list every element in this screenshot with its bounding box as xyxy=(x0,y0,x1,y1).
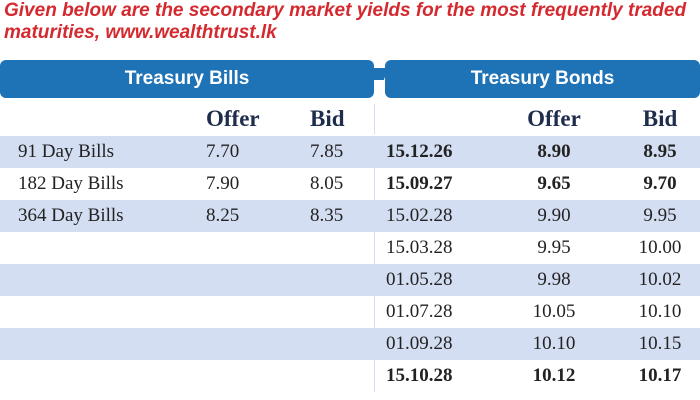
bond-offer: 8.90 xyxy=(537,141,571,162)
bond-bid: 10.10 xyxy=(638,301,682,322)
bond-maturity: 15.03.28 xyxy=(386,237,453,258)
bond-maturity: 01.07.28 xyxy=(386,301,453,322)
bond-maturity: 15.02.28 xyxy=(386,205,453,226)
bond-offer: 9.95 xyxy=(537,237,571,258)
column-header-row: Offer Bid Offer Bid xyxy=(0,104,700,134)
bills-offer-column-header: Offer xyxy=(206,106,260,131)
bond-offer: 10.10 xyxy=(532,333,576,354)
intro-text: Given below are the secondary market yie… xyxy=(4,0,687,43)
treasury-bills-header: Treasury Bills xyxy=(0,60,374,98)
bond-offer: 10.12 xyxy=(532,365,576,386)
table-row: 91 Day Bills 7.70 7.85 15.12.26 8.90 8.9… xyxy=(0,136,700,168)
bond-bid: 10.15 xyxy=(638,333,682,354)
column-separator xyxy=(374,104,375,134)
bond-offer: 9.90 xyxy=(537,205,571,226)
yields-table: Offer Bid Offer Bid 91 Day Bills 7.70 7.… xyxy=(0,104,700,400)
bond-maturity: 15.12.26 xyxy=(386,141,453,162)
bond-bid: 9.95 xyxy=(643,205,677,226)
table-row: 364 Day Bills 8.25 8.35 15.02.28 9.90 9.… xyxy=(0,200,700,232)
bill-name: 182 Day Bills xyxy=(18,173,124,194)
bill-bid: 8.05 xyxy=(310,173,344,194)
bond-bid: 10.17 xyxy=(638,365,682,386)
bill-name: 91 Day Bills xyxy=(18,141,115,162)
bond-offer: 10.05 xyxy=(532,301,576,322)
bonds-bid-column-header: Bid xyxy=(642,106,678,131)
table-row: 15.10.28 10.12 10.17 xyxy=(0,360,700,392)
bond-bid: 9.70 xyxy=(643,173,677,194)
bond-offer: 9.65 xyxy=(537,173,571,194)
bond-bid: 10.02 xyxy=(638,269,682,290)
bill-offer: 8.25 xyxy=(206,205,240,226)
table-row: 15.03.28 9.95 10.00 xyxy=(0,232,700,264)
table-row: 01.07.28 10.05 10.10 xyxy=(0,296,700,328)
bill-bid: 7.85 xyxy=(310,141,344,162)
table-row: 182 Day Bills 7.90 8.05 15.09.27 9.65 9.… xyxy=(0,168,700,200)
bill-offer: 7.70 xyxy=(206,141,240,162)
bonds-offer-column-header: Offer xyxy=(527,106,581,131)
bill-offer: 7.90 xyxy=(206,173,240,194)
bond-maturity: 01.05.28 xyxy=(386,269,453,290)
bond-maturity: 01.09.28 xyxy=(386,333,453,354)
bill-name: 364 Day Bills xyxy=(18,205,124,226)
bill-bid: 8.35 xyxy=(310,205,344,226)
bond-bid: 10.00 xyxy=(638,237,682,258)
table-row: 01.05.28 9.98 10.02 xyxy=(0,264,700,296)
bills-bid-column-header: Bid xyxy=(310,106,345,131)
bond-maturity: 15.10.28 xyxy=(386,365,453,386)
table-row: 01.09.28 10.10 10.15 xyxy=(0,328,700,360)
bond-maturity: 15.09.27 xyxy=(386,173,453,194)
bond-offer: 9.98 xyxy=(537,269,571,290)
bond-bid: 8.95 xyxy=(643,141,677,162)
treasury-bonds-header: Treasury Bonds xyxy=(385,60,700,98)
